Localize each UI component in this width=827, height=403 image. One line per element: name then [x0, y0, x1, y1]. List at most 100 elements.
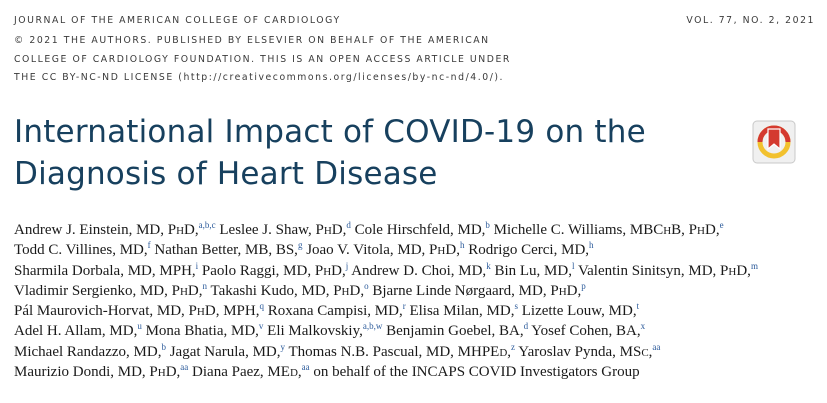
author-text: on behalf of the INCAPS COVID Investigat… — [313, 364, 640, 381]
author-text: Paolo Raggi, MD, P — [201, 262, 324, 279]
degree-small-caps: h — [196, 303, 205, 320]
degree-small-caps: d — [289, 364, 298, 381]
affiliation-superscript: d — [346, 220, 351, 230]
author-name: Maurizio Dondi, MD, PhD,aa — [14, 362, 189, 381]
title-line-2: Diagnosis of Heart Disease — [14, 156, 438, 192]
affiliation-superscript: a,b,c — [198, 220, 216, 230]
author-name: Benjamin Goebel, BA,d — [386, 321, 529, 340]
copyright-line-1: © 2021 THE AUTHORS. PUBLISHED BY ELSEVIE… — [14, 35, 490, 46]
author-text: Nathan Better, MB, BS, — [154, 242, 298, 259]
author-line: Pál Maurovich-Horvat, MD, PhD, MPH,q Rox… — [14, 301, 824, 321]
article-title: International Impact of COVID-19 on the … — [14, 111, 646, 195]
author-text: D, — [187, 282, 203, 299]
author-name: Todd C. Villines, MD,f — [14, 240, 151, 259]
author-text: Michelle C. Williams, MBC — [493, 222, 664, 238]
crossmark-check-for-updates-icon[interactable] — [752, 120, 796, 164]
author-name: Diana Paez, MEd,aa — [192, 362, 310, 381]
degree-small-caps: h — [323, 262, 332, 279]
author-text: D, — [184, 222, 199, 238]
author-name: Nathan Better, MB, BS,g — [154, 241, 302, 259]
author-line: Vladimir Sergienko, MD, PhD,n Takashi Ku… — [14, 281, 824, 301]
author-name: Paolo Raggi, MD, PhD,j — [201, 260, 349, 279]
author-text: D, — [165, 364, 181, 381]
affiliation-superscript: o — [364, 280, 369, 291]
author-name: Joao V. Vitola, MD, PhD,h — [306, 240, 465, 259]
author-name: Lizette Louw, MD,t — [522, 302, 639, 320]
author-text: Jagat Narula, MD, — [169, 343, 281, 360]
author-text: Sharmila Dorbala, MD, MPH, — [14, 262, 196, 279]
author-text: D, MPH, — [204, 303, 260, 320]
author-text: Roxana Campisi, MD, — [267, 303, 403, 320]
author-text: D, — [331, 262, 346, 279]
author-name: Pál Maurovich-Horvat, MD, PhD, MPH,q — [14, 301, 264, 320]
author-name: Rodrigo Cerci, MD,h — [468, 240, 594, 259]
author-text: D, — [704, 222, 720, 238]
author-text: , — [507, 343, 512, 360]
affiliation-superscript: h — [589, 240, 594, 251]
affiliation-superscript: x — [640, 321, 646, 332]
author-name: Michael Randazzo, MD,b — [14, 341, 166, 360]
author-line: Andrew J. Einstein, MD, PhD,a,b,c Leslee… — [14, 220, 824, 240]
degree-small-caps: h — [663, 222, 672, 238]
author-text: Andrew D. Choi, MD, — [351, 262, 487, 279]
affiliation-superscript: q — [259, 301, 264, 312]
degree-small-caps: h — [157, 364, 166, 381]
title-line-1: International Impact of COVID-19 on the — [14, 114, 646, 150]
affiliation-superscript: f — [147, 240, 151, 251]
author-text: Michael Randazzo, MD, — [14, 343, 162, 360]
degree-small-caps: h — [176, 222, 185, 238]
author-name: Andrew J. Einstein, MD, PhD,a,b,c — [14, 220, 216, 239]
affiliation-superscript: b — [161, 341, 166, 352]
author-line: Maurizio Dondi, MD, PhD,aa Diana Paez, M… — [14, 362, 824, 382]
degree-small-caps: h — [697, 222, 705, 238]
author-text: Todd C. Villines, MD, — [14, 242, 148, 259]
degree-small-caps: c — [641, 343, 649, 360]
author-text: Takashi Kudo, MD, P — [210, 282, 342, 299]
author-text: Bin Lu, MD, — [494, 262, 572, 279]
author-name: Yosef Cohen, BA,x — [531, 321, 646, 340]
author-text: Thomas N.B. Pascual, MD, MHPE — [288, 343, 500, 360]
affiliation-superscript: aa — [652, 341, 661, 352]
affiliation-superscript: r — [402, 301, 406, 312]
author-list: Andrew J. Einstein, MD, PhD,a,b,c Leslee… — [14, 220, 824, 382]
author-name: Bin Lu, MD,l — [494, 260, 575, 279]
author-text: Maurizio Dondi, MD, P — [14, 364, 158, 381]
affiliation-superscript: j — [345, 260, 349, 271]
author-name: Valentin Sinitsyn, MD, PhD,m — [578, 260, 758, 279]
author-line: Adel H. Allam, MD,u Mona Bhatia, MD,v El… — [14, 321, 824, 341]
affiliation-superscript: a,b,w — [362, 321, 383, 332]
degree-small-caps: h — [437, 242, 446, 259]
author-text: Yosef Cohen, BA, — [531, 323, 641, 340]
author-text: Elisa Milan, MD, — [409, 303, 515, 320]
affiliation-superscript: d — [523, 321, 529, 332]
volume-info: VOL. 77, NO. 2, 2021 — [686, 15, 815, 26]
author-text: Leslee J. Shaw, P — [219, 222, 324, 238]
copyright-line-3: THE CC BY-NC-ND LICENSE (http://creative… — [14, 72, 505, 83]
author-name: Michelle C. Williams, MBChB, PhD,e — [493, 221, 724, 239]
affiliation-superscript: l — [571, 260, 575, 271]
author-name: Sharmila Dorbala, MD, MPH,i — [14, 261, 198, 279]
author-text: D, — [331, 222, 347, 238]
author-name: Jagat Narula, MD,y — [169, 342, 285, 360]
author-text: , — [648, 343, 653, 360]
author-name: Mona Bhatia, MD,v — [146, 321, 264, 340]
degree-small-caps: h — [728, 262, 737, 279]
affiliation-superscript: v — [258, 321, 264, 332]
author-text: D, — [349, 282, 365, 299]
author-text: D, — [736, 262, 751, 279]
affiliation-superscript: k — [486, 260, 491, 271]
affiliation-superscript: aa — [301, 362, 310, 373]
affiliation-superscript: aa — [180, 362, 189, 373]
copyright-line-2: COLLEGE OF CARDIOLOGY FOUNDATION. THIS I… — [14, 54, 511, 65]
author-text: Pál Maurovich-Horvat, MD, P — [14, 303, 197, 320]
author-text: Vladimir Sergienko, MD, P — [14, 282, 180, 299]
affiliation-superscript: h — [459, 240, 465, 251]
author-name: Leslee J. Shaw, PhD,d — [219, 220, 351, 239]
author-name: Adel H. Allam, MD,u — [14, 322, 142, 340]
author-name: on behalf of the INCAPS COVID Investigat… — [313, 364, 639, 380]
author-text: Eli Malkovskiy, — [267, 323, 363, 340]
author-text: Joao V. Vitola, MD, P — [306, 242, 438, 259]
author-text: Cole Hirschfeld, MD, — [354, 222, 486, 238]
affiliation-superscript: m — [750, 260, 758, 271]
affiliation-superscript: z — [511, 341, 516, 352]
